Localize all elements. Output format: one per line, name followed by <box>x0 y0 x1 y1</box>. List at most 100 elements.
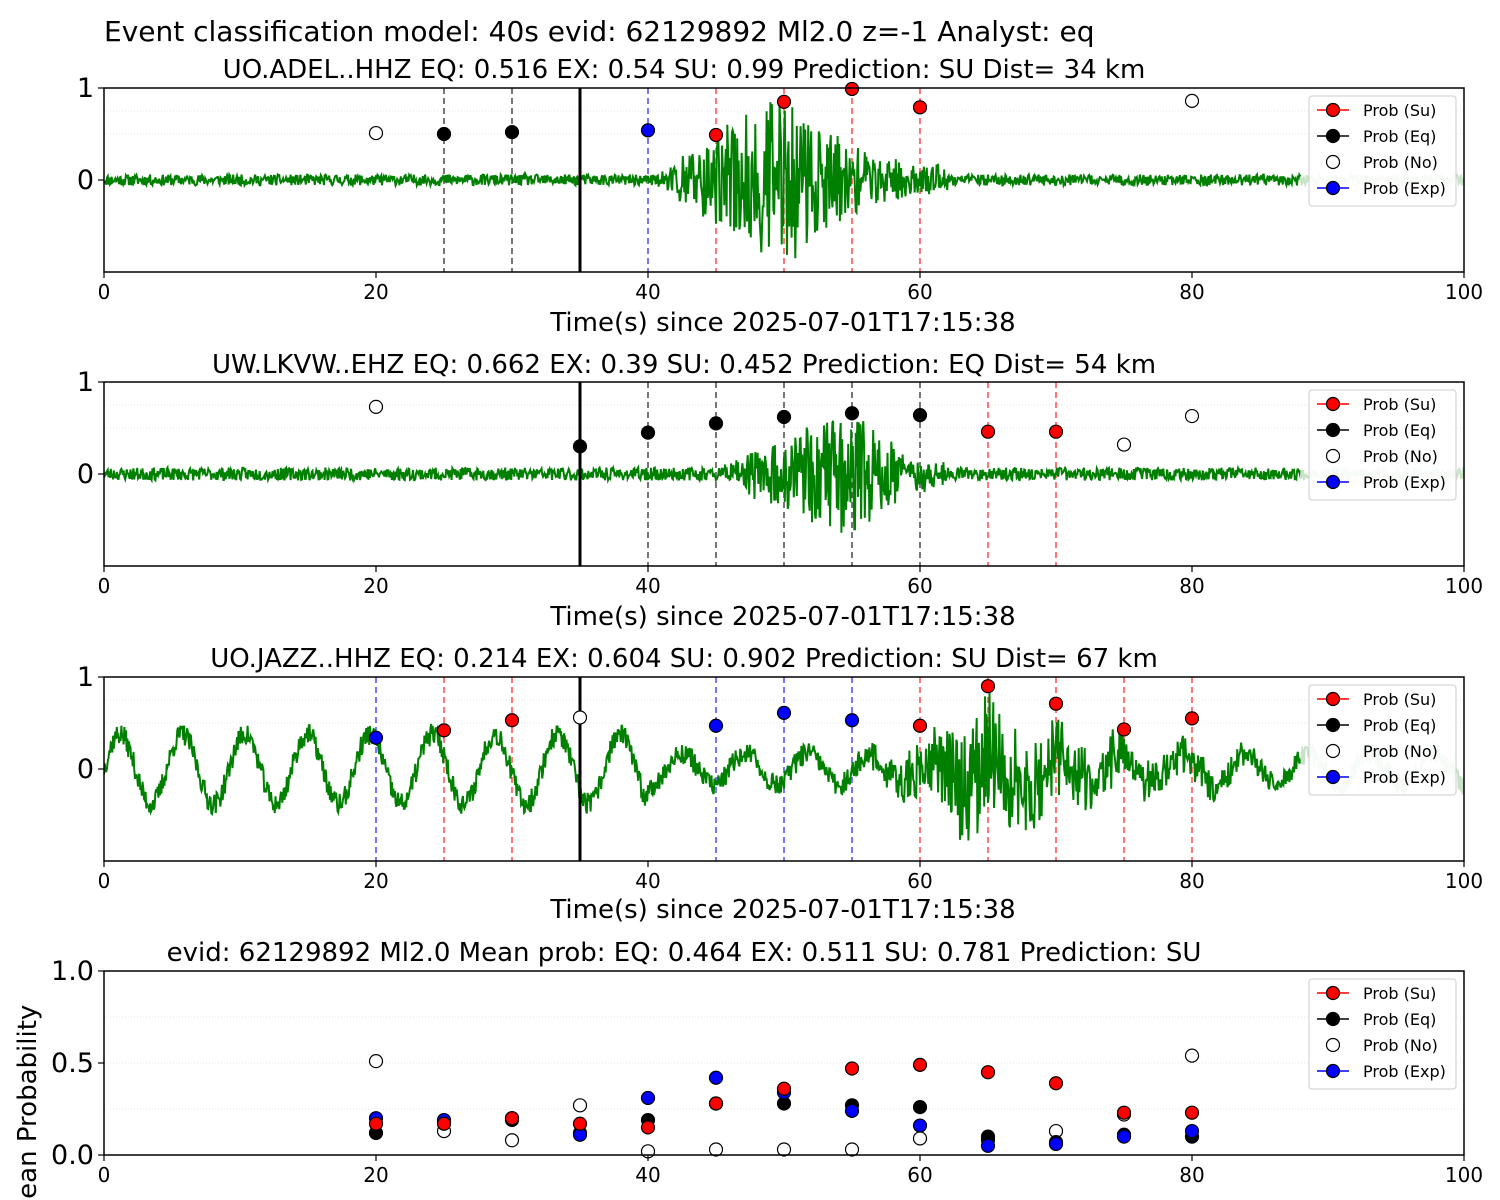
legend-label-eq: Prob (Eq) <box>1363 421 1436 440</box>
x-tick-label: 100 <box>1445 280 1483 304</box>
mean-point-su <box>1184 1105 1200 1120</box>
prob-point-no <box>368 399 384 414</box>
legend-label-exp: Prob (Exp) <box>1363 768 1446 787</box>
legend-label-eq: Prob (Eq) <box>1363 127 1436 146</box>
legend-box <box>1308 978 1457 1090</box>
mean-point-exp <box>1116 1129 1132 1144</box>
prob-point-eq <box>572 439 588 454</box>
legend-marker-exp <box>1325 180 1341 196</box>
prob-point-eq <box>504 125 520 140</box>
legend-box <box>1308 95 1457 207</box>
prob-point-su <box>980 424 996 439</box>
legend-marker-exp <box>1325 769 1341 785</box>
legend-marker-su <box>1325 396 1341 412</box>
legend-label-exp: Prob (Exp) <box>1363 473 1446 492</box>
prob-point-su <box>912 718 928 733</box>
mean-point-exp <box>912 1118 928 1133</box>
x-tick-label: 80 <box>1179 574 1204 598</box>
x-tick-label: 60 <box>907 1163 932 1187</box>
panel-title: UW.LKVW..EHZ EQ: 0.662 EX: 0.39 SU: 0.45… <box>212 350 1156 380</box>
prob-point-exp <box>776 705 792 720</box>
legend: Prob (Su) Prob (Eq) Prob (No) Prob (Exp) <box>1308 389 1457 501</box>
prob-point-no <box>368 125 384 141</box>
waveform-trace <box>104 690 1302 841</box>
x-tick-label: 100 <box>1445 869 1483 893</box>
x-axis-label: Time(s) since 2025-07-01T17:15:38 <box>549 308 1015 338</box>
x-tick-label: 0 <box>98 869 111 893</box>
x-tick-label: 20 <box>363 280 388 304</box>
chart-panel-2: 0 20 40 60 80 100 0 1 UW.LKVW..EHZ EQ: 0.662 EX:… <box>77 350 1483 632</box>
x-tick-label: 0 <box>98 1163 111 1187</box>
legend-marker-su <box>1325 102 1341 118</box>
legend-marker-eq <box>1325 422 1341 438</box>
legend-marker-exp <box>1325 1063 1341 1079</box>
mean-point-no <box>1184 1048 1200 1063</box>
x-tick-label: 60 <box>907 280 932 304</box>
x-tick-label: 60 <box>907 574 932 598</box>
y-tick-label: 1 <box>77 367 94 398</box>
prob-point-su <box>1048 696 1064 711</box>
legend-label-no: Prob (No) <box>1363 742 1438 761</box>
x-tick-label: 100 <box>1445 574 1483 598</box>
chart-panel-1: 0 20 40 60 80 100 0 1 UO.ADEL..HHZ EQ: 0.516 EX:… <box>77 55 1483 338</box>
y-tick-label: 0 <box>77 165 94 196</box>
legend: Prob (Su) Prob (Eq) Prob (No) Prob (Exp) <box>1308 684 1457 796</box>
legend-label-no: Prob (No) <box>1363 153 1438 172</box>
mean-point-exp <box>844 1103 860 1118</box>
prob-point-no <box>1184 93 1200 108</box>
mean-point-exp <box>1048 1136 1064 1152</box>
prob-point-su <box>912 100 928 115</box>
legend-label-exp: Prob (Exp) <box>1363 179 1446 198</box>
mean-point-su <box>708 1096 724 1111</box>
panel-title: evid: 62129892 Ml2.0 Mean prob: EQ: 0.46… <box>167 938 1202 968</box>
legend: Prob (Su) Prob (Eq) Prob (No) Prob (Exp) <box>1308 95 1457 207</box>
x-tick-label: 40 <box>635 869 660 893</box>
legend-label-no: Prob (No) <box>1363 447 1438 466</box>
y-tick-label: 0 <box>77 754 94 785</box>
mean-point-exp <box>980 1138 996 1153</box>
prob-point-exp <box>368 730 384 745</box>
legend-label-eq: Prob (Eq) <box>1363 1010 1436 1029</box>
chart-panel-3: 0 20 40 60 80 100 0 1 UO.JAZZ..HHZ EQ: 0.214 EX:… <box>77 644 1483 925</box>
legend: Prob (Su) Prob (Eq) Prob (No) Prob (Exp) <box>1308 978 1457 1090</box>
x-tick-label: 0 <box>98 574 111 598</box>
legend-marker-eq <box>1325 128 1341 144</box>
x-tick-label: 20 <box>363 1163 388 1187</box>
y-tick-label: 1 <box>77 73 94 104</box>
mean-point-su <box>436 1116 452 1131</box>
x-tick-label: 80 <box>1179 869 1204 893</box>
mean-point-exp <box>640 1090 656 1106</box>
plot-area <box>104 88 1464 272</box>
prob-point-eq <box>640 425 656 440</box>
chart-panel-4: 0 20 40 60 80 100 0.0 0.5 1.0 evid: 62129892 Ml2.… <box>13 938 1483 1200</box>
prob-point-exp <box>640 123 656 138</box>
legend-label-su: Prob (Su) <box>1363 395 1436 414</box>
prob-point-su <box>1184 711 1200 726</box>
y-axis-label: Mean Probability <box>13 1005 43 1200</box>
y-tick-label: 1 <box>77 662 94 693</box>
mean-point-no <box>368 1054 384 1069</box>
legend-marker-no <box>1325 154 1341 170</box>
legend-label-eq: Prob (Eq) <box>1363 716 1436 735</box>
panel-title: UO.ADEL..HHZ EQ: 0.516 EX: 0.54 SU: 0.99… <box>223 55 1146 85</box>
x-tick-label: 60 <box>907 869 932 893</box>
prob-point-no <box>1116 437 1132 452</box>
legend-marker-no <box>1325 1037 1341 1053</box>
plot-area <box>104 677 1464 861</box>
y-tick-label: 1.0 <box>51 956 94 987</box>
panel-title: UO.JAZZ..HHZ EQ: 0.214 EX: 0.604 SU: 0.9… <box>210 644 1158 674</box>
prob-point-eq <box>844 406 860 421</box>
waveform-trace <box>104 420 1302 533</box>
prob-point-su <box>436 723 452 738</box>
mean-point-no <box>708 1142 724 1157</box>
legend-marker-eq <box>1325 1011 1341 1027</box>
waveform-trace <box>104 102 1302 259</box>
legend-label-exp: Prob (Exp) <box>1363 1062 1446 1081</box>
mean-point-exp <box>708 1070 724 1085</box>
prob-point-su <box>1048 424 1064 439</box>
prob-point-su <box>1116 722 1132 737</box>
prob-point-eq <box>776 409 792 425</box>
x-tick-label: 80 <box>1179 280 1204 304</box>
legend-marker-su <box>1325 691 1341 707</box>
legend-marker-eq <box>1325 717 1341 733</box>
